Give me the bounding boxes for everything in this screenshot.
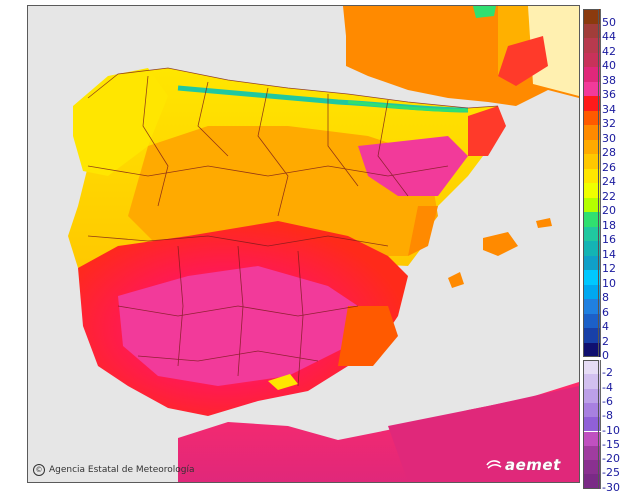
guadalquivir-pink [118, 266, 358, 386]
legend-positive-label: 20 [602, 204, 616, 217]
pyrenees-band-2 [347, 100, 469, 112]
legend-positive-label: 32 [602, 117, 616, 130]
legend-negative-swatch [583, 374, 601, 389]
legend-positive-swatch [583, 154, 601, 169]
africa-pink [388, 386, 579, 482]
mallorca [483, 232, 518, 256]
legend-positive-label: 22 [602, 189, 616, 203]
legend-positive-swatch [583, 168, 601, 183]
legend-positive-swatch [583, 328, 601, 343]
legend-positive-swatch [583, 139, 601, 154]
ibiza [448, 272, 464, 288]
aemet-swirl-icon [486, 460, 502, 469]
legend-positive-label: 34 [602, 102, 616, 116]
france-med-hot [498, 36, 548, 86]
legend-positive-label: 10 [602, 276, 616, 290]
southeast-red [338, 306, 398, 366]
galicia-region [73, 68, 168, 176]
legend-positive-label: 12 [602, 262, 616, 275]
france-east-coast [528, 6, 579, 96]
legend-positive-swatch [583, 342, 601, 357]
credit-line: © Agencia Estatal de Meteorología [33, 464, 195, 476]
sierra-nevada [268, 374, 298, 390]
legend-negative-label: -2 [602, 366, 613, 380]
legend-positive-label: 0 [602, 349, 609, 362]
legend-positive-swatch [583, 9, 601, 24]
ebro-hot [358, 136, 468, 196]
legend-negative-label: -6 [602, 394, 613, 408]
legend-positive-label: 38 [602, 73, 616, 87]
france-top-cold [473, 6, 496, 18]
legend-positive-swatch [583, 183, 601, 198]
legend-negative-label: -8 [602, 409, 613, 423]
legend-negative-swatch [583, 360, 601, 375]
legend-negative-label: -25 [602, 466, 620, 480]
map-canvas [68, 6, 579, 482]
credit-text: Agencia Estatal de Meteorología [49, 465, 195, 475]
legend-positive-swatch [583, 241, 601, 256]
legend-positive-swatch [583, 125, 601, 140]
legend-negative-label: -20 [602, 452, 620, 466]
legend-positive-label: 6 [602, 305, 609, 319]
legend-negative-swatch [583, 445, 601, 461]
aemet-logo: aemet [486, 456, 561, 474]
legend-positive-label: 8 [602, 291, 609, 304]
aemet-logo-text: aemet [505, 456, 561, 474]
legend-positive-swatch [583, 226, 601, 241]
legend-positive-swatch [583, 52, 601, 67]
legend-positive-label: 44 [602, 30, 616, 43]
legend-positive-swatch [583, 270, 601, 285]
iberia-center [128, 126, 438, 256]
copyright-icon: © [33, 464, 45, 476]
legend-negative-swatch [583, 402, 601, 418]
legend-positive-swatch [583, 284, 601, 299]
legend-positive-swatch [583, 81, 601, 96]
legend-positive-label: 18 [602, 218, 616, 232]
legend-positive-label: 14 [602, 247, 616, 261]
legend-positive-swatch [583, 96, 601, 111]
legend-negative-swatch [583, 474, 601, 489]
legend-positive-label: 26 [602, 160, 616, 174]
legend-positive-label: 2 [602, 334, 609, 348]
legend-negative-label: -10 [602, 423, 620, 437]
legend-positive-swatch [583, 313, 601, 328]
legend-positive-label: 16 [602, 233, 616, 246]
legend-negative-swatch [583, 417, 601, 432]
legend-positive-swatch [583, 67, 601, 82]
legend-positive-swatch [583, 212, 601, 227]
province-borders [87, 67, 499, 387]
legend-positive-swatch [583, 23, 601, 38]
temperature-scale: 50 44 42 40 38 36 34 32 30 28 26 24 22 20 18 16 14 12 10 8 6… [583, 9, 630, 493]
legend-positive-swatch [583, 197, 601, 212]
legend-positive-label: 42 [602, 44, 616, 58]
valencia-coast [408, 206, 438, 256]
legend-negative-label: -4 [602, 380, 613, 394]
legend-positive-swatch [583, 110, 601, 125]
legend-positive-label: 28 [602, 146, 616, 159]
legend-negative-swatch [583, 460, 601, 475]
legend-positive-swatch [583, 255, 601, 270]
legend-negative-label: -30 [602, 480, 620, 494]
legend-positive-label: 36 [602, 88, 616, 101]
legend-positive-swatch [583, 38, 601, 53]
temperature-map [27, 5, 580, 483]
legend-positive-label: 24 [602, 175, 616, 188]
catalonia-red [468, 106, 506, 156]
legend-negative-label: -15 [602, 437, 620, 451]
legend-positive-label: 30 [602, 131, 616, 145]
legend-negative-swatch [583, 431, 601, 446]
menorca [536, 218, 552, 228]
legend-negative-swatch [583, 388, 601, 403]
legend-positive-label: 4 [602, 320, 609, 333]
legend-positive-label: 50 [602, 15, 616, 29]
legend-positive-label: 40 [602, 59, 616, 72]
legend-positive-swatch [583, 299, 601, 314]
